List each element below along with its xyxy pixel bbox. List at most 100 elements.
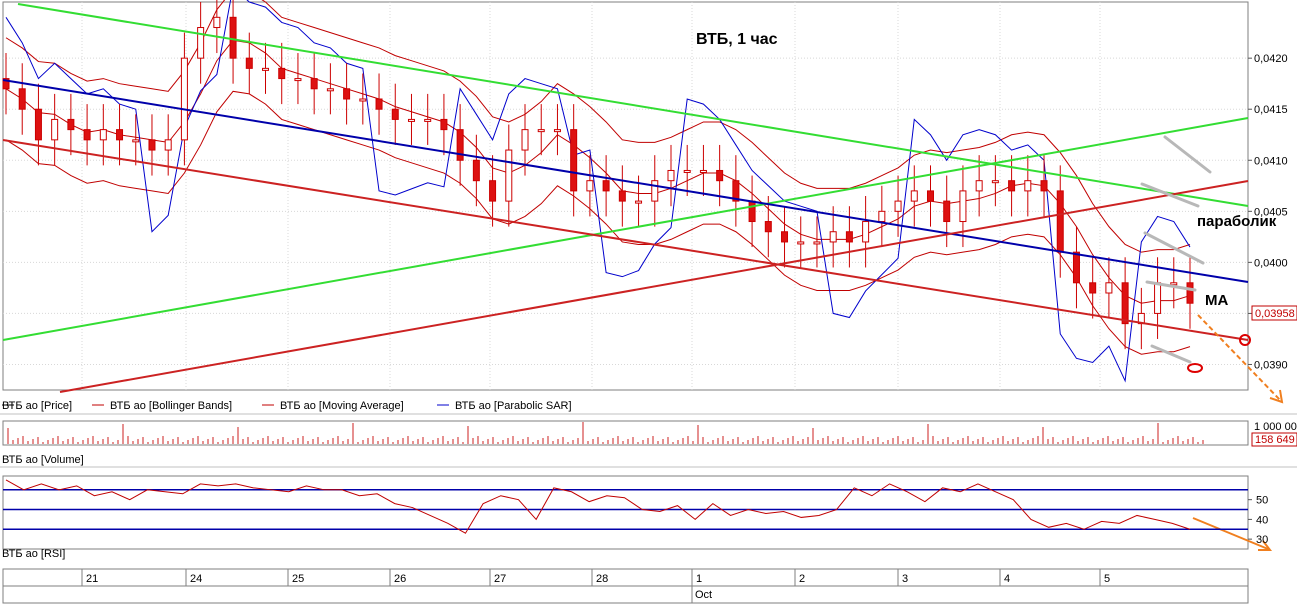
day-label-3: 26 <box>394 573 406 585</box>
day-label-9: 4 <box>1004 573 1010 585</box>
candle-body-21 <box>343 88 351 100</box>
candle-body-47 <box>764 221 772 233</box>
candle-body-16 <box>262 67 270 71</box>
parabolic-label: параболик <box>1197 213 1277 230</box>
candle-body-49 <box>797 241 805 245</box>
candle-body-37 <box>602 180 610 192</box>
candle-body-54 <box>878 210 886 223</box>
candle-body-14 <box>229 16 237 59</box>
volume-last-box <box>1251 432 1297 447</box>
candle-body-55 <box>894 200 902 212</box>
candle-body-29 <box>472 159 480 182</box>
price-forecast-arrowhead <box>1269 389 1284 404</box>
candle-body-25 <box>407 118 415 122</box>
price-tick-label-3: 0,0405 <box>1254 206 1288 218</box>
candle-body-63 <box>1024 180 1032 192</box>
candle-body-69 <box>1121 282 1129 325</box>
candle-body-3 <box>51 118 59 141</box>
rsi-axis: 50 40 30 <box>1248 495 1268 546</box>
rsi-line <box>5 479 1191 534</box>
candle-body-46 <box>748 200 756 223</box>
candle-body-10 <box>164 139 172 151</box>
candle-body-67 <box>1089 282 1097 294</box>
candle-body-4 <box>67 118 75 131</box>
grey-mark-3 <box>1143 231 1205 265</box>
volume-panel-label: ВТБ ао [Volume] <box>2 454 84 466</box>
last-price-label: 0,03958 <box>1255 308 1295 320</box>
volume-tick: 1 000 00 <box>1254 421 1297 433</box>
target-circle <box>1239 334 1251 346</box>
candle-body-40 <box>651 180 659 202</box>
grey-mark-2 <box>1140 182 1200 208</box>
candle-body-13 <box>213 16 221 29</box>
candle-body-52 <box>845 231 853 243</box>
candle-body-53 <box>862 221 870 243</box>
price-forecast-arrow <box>1197 314 1281 401</box>
candle-body-33 <box>537 129 545 133</box>
price-panel-frame <box>2 1 1249 391</box>
month-label: Oct <box>695 589 712 601</box>
candle-body-1 <box>18 88 26 110</box>
trend-line-red-falling <box>2 139 1249 341</box>
trend-lines <box>2 3 1249 393</box>
day-label-7: 2 <box>799 573 805 585</box>
candle-body-56 <box>910 190 918 202</box>
candle-body-51 <box>829 231 837 243</box>
candle-body-9 <box>148 139 156 151</box>
candle-body-15 <box>245 57 253 69</box>
day-label-8: 3 <box>902 573 908 585</box>
candle-body-48 <box>781 231 789 243</box>
candle-body-5 <box>83 129 91 141</box>
grey-mark-1 <box>1163 135 1212 174</box>
candle-body-32 <box>521 129 529 151</box>
legend-label-1: ВТБ ао [Bollinger Bands] <box>110 400 232 412</box>
candle-body-60 <box>975 180 983 192</box>
trend-line-blue <box>2 79 1249 283</box>
day-label-4: 27 <box>494 573 506 585</box>
price-tick-label-6: 0,0390 <box>1254 359 1288 371</box>
candle-body-18 <box>294 78 302 82</box>
candle-body-72 <box>1170 282 1178 286</box>
candle-body-34 <box>553 129 561 133</box>
forecast-arrows <box>1192 314 1284 551</box>
candle-body-65 <box>1056 190 1064 253</box>
rsi-plot <box>3 479 1248 534</box>
candle-body-8 <box>132 139 140 143</box>
day-label-2: 25 <box>292 573 304 585</box>
volume-last-value: 158 649 <box>1255 434 1295 446</box>
trend-line-red-rising <box>59 180 1249 393</box>
parabolic-sar <box>5 0 1191 383</box>
candle-body-45 <box>732 180 740 202</box>
candle-body-0 <box>2 78 10 90</box>
rsi-tick-label-2: 30 <box>1256 534 1268 546</box>
candle-body-6 <box>99 129 107 141</box>
legend-label-3: ВТБ ао [Parabolic SAR] <box>455 400 572 412</box>
candle-body-26 <box>424 118 432 122</box>
candle-body-43 <box>699 169 707 173</box>
rsi-tick-label-1: 40 <box>1256 514 1268 526</box>
candle-body-17 <box>278 67 286 80</box>
candle-body-62 <box>1008 180 1016 192</box>
trend-line-green-rising <box>2 117 1249 341</box>
day-label-10: 5 <box>1104 573 1110 585</box>
volume-bars <box>7 422 1204 444</box>
trend-line-green-upper <box>17 3 1249 207</box>
rsi-panel-frame <box>2 475 1249 550</box>
bollinger-lower <box>5 90 1191 355</box>
ma-label: MA <box>1205 292 1228 309</box>
candle-body-71 <box>1154 282 1162 314</box>
parabolic-sar-line <box>5 0 1191 383</box>
target-ellipse <box>1187 363 1203 373</box>
candle-body-22 <box>359 98 367 102</box>
red-markers <box>1187 334 1251 373</box>
candle-body-57 <box>926 190 934 202</box>
candle-body-2 <box>34 108 42 141</box>
day-label-0: 21 <box>86 573 98 585</box>
price-tick-label-1: 0,0415 <box>1254 104 1288 116</box>
candle-body-66 <box>1072 251 1080 284</box>
candle-body-12 <box>197 27 205 59</box>
grey-mark-4 <box>1145 280 1197 292</box>
legend-label-2: ВТБ ао [Moving Average] <box>280 400 404 412</box>
candle-body-7 <box>116 129 124 141</box>
